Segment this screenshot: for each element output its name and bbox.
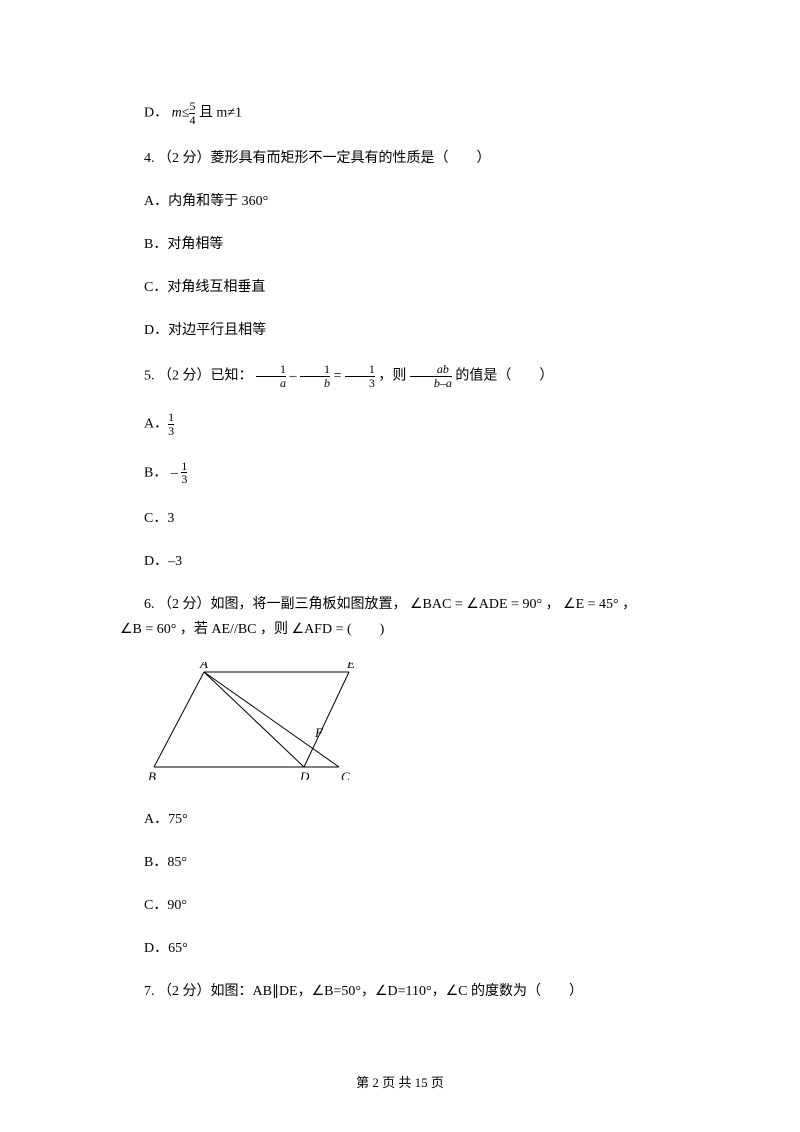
- q5-frac2: 1b: [300, 363, 330, 389]
- svg-text:A: A: [199, 662, 208, 671]
- q5-frac2-den: b: [300, 376, 330, 390]
- q5b-prefix: B． –: [144, 465, 181, 480]
- q5a-den: 3: [168, 424, 174, 438]
- q6-prefix: 6. （2 分）如图，将一副三角板如图放置，: [144, 597, 407, 612]
- svg-text:B: B: [148, 769, 156, 780]
- q5-frac3: 13: [345, 363, 375, 389]
- q6-mid2: ，则: [260, 622, 292, 637]
- q5b-frac: 13: [181, 460, 187, 486]
- q5-eq: =: [334, 369, 345, 384]
- q6-mid: ，若: [180, 622, 212, 637]
- q5-frac3-num: 1: [345, 363, 375, 376]
- q3d-var: m: [172, 105, 182, 120]
- q5-frac3-den: 3: [345, 376, 375, 390]
- q3d-suffix: 且 m≠1: [199, 105, 242, 120]
- q5-tail: 的值是（ ）: [455, 369, 553, 384]
- svg-text:C: C: [341, 769, 350, 780]
- q5a-prefix: A．: [144, 417, 168, 432]
- q6-ang2: ∠E = 45°: [563, 597, 619, 612]
- q6-option-d: D．65°: [144, 938, 680, 959]
- q5b-den: 3: [181, 472, 187, 486]
- q5-minus: –: [290, 369, 301, 384]
- q6-option-b: B．85°: [144, 852, 680, 873]
- q5-option-d: D．–3: [144, 551, 680, 572]
- page-footer: 第 2 页 共 15 页: [0, 1073, 800, 1093]
- q3d-frac-num: 5: [189, 100, 195, 113]
- q4-option-b: B．对角相等: [144, 234, 680, 255]
- q5-stem-prefix: 5. （2 分）已知：: [144, 369, 253, 384]
- q5-target-num: ab: [410, 363, 452, 376]
- q6-target: ∠AFD = ( ): [292, 622, 385, 637]
- q5a-num: 1: [168, 411, 174, 424]
- q5-frac1: 1a: [256, 363, 286, 389]
- q3d-prefix: D．: [144, 105, 168, 120]
- q5-option-a: A．13: [144, 411, 680, 437]
- document-page: D． m≤54 且 m≠1 4. （2 分）菱形具有而矩形不一定具有的性质是（ …: [0, 0, 800, 1132]
- q7-stem: 7. （2 分）如图：AB∥DE，∠B=50°，∠D=110°，∠C 的度数为（…: [120, 981, 680, 1002]
- q5-frac-target: abb–a: [410, 363, 452, 389]
- svg-text:E: E: [346, 662, 355, 671]
- q5-option-c: C．3: [144, 508, 680, 529]
- q6-figure-svg: A E B D C F: [144, 662, 384, 780]
- q3d-frac: 54: [189, 100, 195, 126]
- q4-option-a: A．内角和等于 360°: [144, 191, 680, 212]
- q6-option-c: C．90°: [144, 895, 680, 916]
- q5-mid: ，则: [378, 369, 410, 384]
- q6-line1: 6. （2 分）如图，将一副三角板如图放置， ∠BAC = ∠ADE = 90°…: [120, 594, 680, 615]
- q6-par: AE//BC: [211, 622, 256, 637]
- q6-figure: A E B D C F: [144, 662, 680, 787]
- q6-line2: ∠B = 60° ，若 AE//BC ，则 ∠AFD = ( ): [120, 619, 680, 640]
- svg-text:D: D: [299, 769, 310, 780]
- q3d-op: ≤: [182, 105, 190, 120]
- q6-ang3: ∠B = 60°: [120, 622, 176, 637]
- q5-frac2-num: 1: [300, 363, 330, 376]
- q5-option-b: B． – 13: [144, 460, 680, 486]
- q5a-frac: 13: [168, 411, 174, 437]
- q5b-num: 1: [181, 460, 187, 473]
- q5-frac1-den: a: [256, 376, 286, 390]
- q4-option-d: D．对边平行且相等: [144, 320, 680, 341]
- q6-ang1: ∠BAC = ∠ADE = 90°: [410, 597, 542, 612]
- q3d-frac-den: 4: [189, 113, 195, 127]
- q6-comma: ，: [622, 597, 636, 612]
- q5-stem: 5. （2 分）已知： 1a – 1b = 13 ，则 abb–a 的值是（ ）: [120, 363, 680, 389]
- q5-target-den: b–a: [410, 376, 452, 390]
- q6-sep1: ，: [546, 597, 564, 612]
- q6-option-a: A．75°: [144, 809, 680, 830]
- svg-text:F: F: [314, 725, 324, 740]
- q5-frac1-num: 1: [256, 363, 286, 376]
- q4-option-c: C．对角线互相垂直: [144, 277, 680, 298]
- q4-stem: 4. （2 分）菱形具有而矩形不一定具有的性质是（ ）: [120, 148, 680, 169]
- q3-option-d: D． m≤54 且 m≠1: [144, 100, 680, 126]
